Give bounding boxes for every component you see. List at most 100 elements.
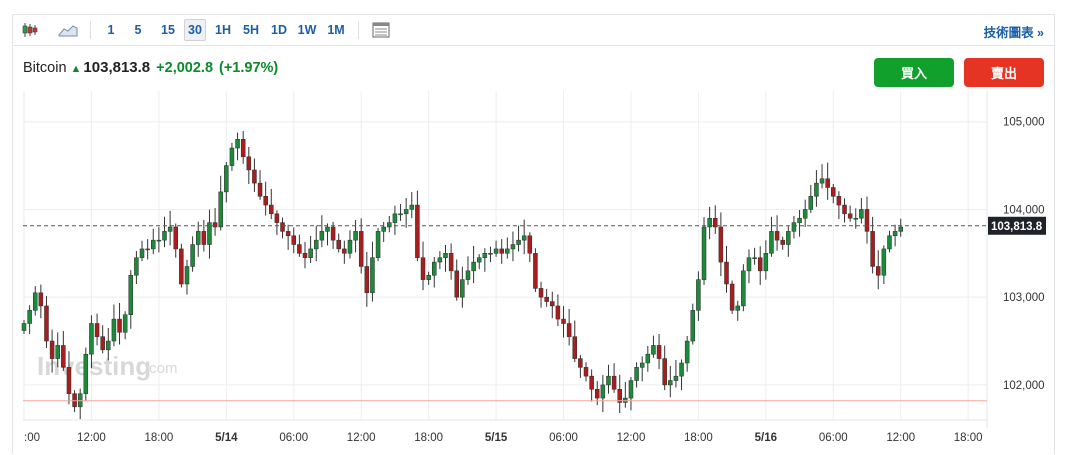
x-tick-label: 12:00 (886, 432, 915, 444)
candle-body (66, 367, 72, 394)
candle-body (437, 257, 443, 263)
candle-body (195, 231, 201, 245)
candle-body (409, 204, 415, 210)
interval-1m[interactable]: 1M (327, 23, 345, 37)
candle-body (780, 239, 785, 245)
candle-body (735, 305, 740, 311)
toolbar-divider (358, 21, 359, 39)
candle-body (797, 217, 802, 223)
price-chart[interactable]: Investing .com 102,000103,000104,000105,… (13, 15, 1056, 455)
candle-body (639, 362, 645, 368)
interval-15[interactable]: 15 (161, 23, 175, 37)
chart-toolbar: 1 5 15 30 1H 5H 1D 1W 1M 技術圖表 » (13, 15, 1054, 46)
x-tick-label: 12:00 (347, 432, 376, 444)
candle-body (375, 231, 381, 258)
candle-body (859, 209, 864, 219)
chart-overlays (23, 225, 987, 402)
candle-body (679, 362, 684, 377)
candle-body (246, 156, 252, 171)
candle-body (106, 340, 111, 351)
candle-body (510, 244, 516, 250)
candle-body (774, 231, 780, 241)
y-tick-label: 104,000 (1003, 204, 1045, 216)
candle-body (668, 380, 673, 386)
candle-body (297, 244, 302, 254)
candle-body (145, 248, 150, 251)
x-tick-label: 18:00 (684, 432, 713, 444)
up-arrow-icon: ▲ (70, 63, 82, 75)
candle-body (235, 139, 240, 149)
x-tick-label: 06:00 (279, 432, 308, 444)
candle-body (111, 318, 117, 342)
interval-30[interactable]: 30 (184, 19, 206, 41)
candle-body (122, 314, 128, 333)
candle-body (741, 270, 746, 307)
interval-5[interactable]: 5 (134, 23, 142, 37)
candle-body (645, 353, 651, 364)
interval-1d[interactable]: 1D (271, 23, 287, 37)
candle-body (392, 213, 398, 223)
candle-body (791, 222, 797, 232)
candle-body (533, 253, 538, 289)
x-tick-label: 5/14 (215, 432, 238, 444)
candle-body (263, 196, 268, 206)
candle-body (476, 257, 482, 263)
sell-button[interactable]: 賣出 (964, 58, 1044, 87)
candle-body (27, 310, 32, 324)
candle-body (673, 375, 679, 381)
candle-body (696, 279, 701, 311)
interval-5h[interactable]: 5H (243, 23, 259, 37)
candle-body (167, 226, 173, 232)
price-change-percent: (+1.97%) (219, 60, 279, 76)
candle-body (325, 226, 330, 232)
table-icon[interactable] (370, 19, 392, 41)
candle-body (156, 239, 162, 242)
x-tick-label: 18:00 (144, 432, 173, 444)
candle-body (151, 239, 156, 250)
candle-body (544, 296, 549, 302)
candle-body (847, 213, 853, 219)
candle-body (864, 209, 870, 232)
candle-body (330, 226, 336, 241)
candle-body (521, 235, 527, 241)
candle-body (870, 231, 875, 267)
interval-1h[interactable]: 1H (215, 23, 231, 37)
candle-body (465, 270, 471, 280)
candle-body (342, 248, 347, 254)
candle-body (746, 257, 752, 272)
x-tick-label: 06:00 (819, 432, 848, 444)
candle-body (757, 257, 763, 272)
candle-body (274, 213, 280, 223)
candlestick-icon[interactable] (19, 19, 41, 41)
y-tick-label: 102,000 (1003, 380, 1045, 392)
candle-body (684, 340, 690, 364)
candle-body (364, 266, 370, 294)
technical-chart-link[interactable]: 技術圖表 » (983, 26, 1044, 40)
candle-body (853, 217, 859, 220)
candle-body (117, 318, 122, 333)
toolbar-divider (90, 21, 91, 39)
candle-body (319, 231, 325, 241)
candle-body (443, 253, 448, 258)
area-chart-icon[interactable] (57, 19, 79, 41)
candle-body (634, 367, 639, 381)
candle-body (825, 178, 830, 188)
candle-body (516, 239, 521, 245)
candle-body (432, 261, 437, 276)
candle-body (819, 178, 825, 184)
candle-body (347, 239, 353, 254)
interval-1[interactable]: 1 (107, 23, 115, 37)
candle-body (139, 248, 145, 258)
x-axis: :00 12:00 18:00 5/14 06:00 12:00 18:00 5/15 06:0… (24, 432, 983, 444)
candle-body (55, 345, 60, 359)
x-tick-label: 5/15 (485, 432, 508, 444)
candle-body (802, 209, 808, 219)
candle-body (898, 226, 903, 232)
x-tick-label: 12:00 (77, 432, 106, 444)
interval-1w[interactable]: 1W (297, 23, 317, 37)
buy-button[interactable]: 買入 (874, 58, 954, 87)
candle-body (49, 340, 55, 359)
candle-body (471, 261, 476, 272)
candle-body (173, 226, 178, 250)
y-tick-label: 105,000 (1003, 117, 1045, 129)
